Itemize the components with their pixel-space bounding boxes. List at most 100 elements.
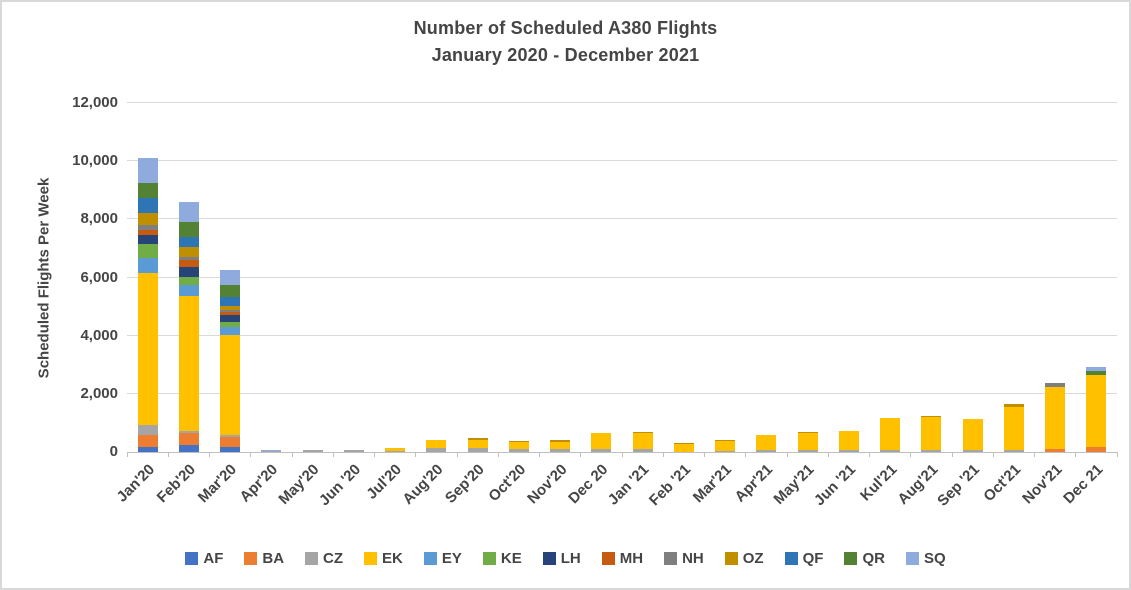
bar-segment-ek bbox=[797, 433, 818, 451]
bar-segment-mh bbox=[178, 260, 199, 268]
x-axis-tick bbox=[951, 452, 953, 457]
bar-segment-oz bbox=[715, 439, 736, 441]
y-tick-label: 2,000 bbox=[80, 384, 118, 402]
bar-segment-cz bbox=[962, 450, 983, 452]
bar-segment-ek bbox=[880, 417, 901, 451]
bar-segment-sq bbox=[261, 449, 282, 451]
bar-segment-nh bbox=[1045, 383, 1066, 387]
bar-segment-ek bbox=[715, 440, 736, 451]
bar-segment-ek bbox=[673, 444, 694, 452]
x-axis-tick bbox=[497, 452, 499, 457]
x-axis-tick bbox=[704, 452, 705, 457]
x-axis-tick bbox=[910, 452, 912, 457]
x-axis-tick bbox=[1075, 452, 1077, 457]
bar-segment-cz bbox=[880, 450, 901, 452]
bar-segment-af bbox=[178, 445, 199, 452]
x-tick-label: Sep '21 bbox=[933, 461, 983, 510]
bar-segment-ek bbox=[220, 335, 241, 436]
x-tick-label: Nov'21 bbox=[1018, 461, 1066, 508]
bar-segment-mh bbox=[220, 311, 241, 316]
x-axis-tick bbox=[374, 452, 375, 457]
bar-segment-ek bbox=[632, 433, 653, 450]
bar-stack-sep21 bbox=[962, 418, 983, 452]
x-axis-tick bbox=[291, 452, 293, 457]
gridline bbox=[127, 392, 1117, 394]
legend-item-af: AF bbox=[185, 550, 223, 567]
bar-segment-ba bbox=[137, 434, 158, 447]
legend-item-oz: OZ bbox=[724, 550, 764, 567]
bar-segment-ke bbox=[137, 244, 158, 258]
x-tick-label: Apr'20 bbox=[236, 461, 282, 506]
bar-stack-may21 bbox=[797, 431, 818, 452]
legend-swatch-icon bbox=[185, 552, 199, 565]
bar-segment-ek bbox=[1003, 406, 1024, 451]
bar-segment-af bbox=[137, 446, 158, 452]
bar-segment-ba bbox=[220, 437, 241, 448]
bar-segment-ek bbox=[467, 440, 488, 448]
x-axis-tick bbox=[167, 452, 169, 457]
bar-stack-jan21 bbox=[632, 431, 653, 452]
x-tick-label: May'21 bbox=[770, 461, 818, 508]
bar-segment-ek bbox=[962, 418, 983, 451]
legend-item-ey: EY bbox=[423, 550, 462, 567]
legend-item-sq: SQ bbox=[905, 550, 946, 567]
legend-item-ba: BA bbox=[244, 550, 284, 567]
bar-segment-ey bbox=[220, 326, 241, 336]
bar-stack-may20 bbox=[302, 449, 323, 452]
bar-segment-ek bbox=[550, 442, 571, 449]
chart-title: Number of Scheduled A380 Flights bbox=[413, 18, 718, 38]
bar-segment-cz bbox=[797, 450, 818, 452]
x-tick-label: Feb'20 bbox=[153, 461, 199, 507]
bar-segment-ek bbox=[1045, 386, 1066, 449]
x-axis-tick bbox=[580, 452, 582, 457]
bar-segment-cz bbox=[591, 449, 612, 452]
bar-stack-kul21 bbox=[880, 417, 901, 452]
x-tick-label: Mar'20 bbox=[194, 461, 241, 507]
bar-segment-nh bbox=[137, 225, 158, 231]
x-axis-tick bbox=[869, 452, 870, 457]
bar-segment-cz bbox=[220, 435, 241, 438]
x-tick-label: Oct'20 bbox=[484, 461, 529, 506]
bar-segment-cz bbox=[508, 448, 529, 452]
bar-segment-cz bbox=[302, 449, 323, 452]
x-tick-label: Dec 20 bbox=[565, 461, 612, 508]
x-tick-label: Aug'20 bbox=[399, 461, 447, 508]
bar-stack-feb20 bbox=[178, 201, 199, 452]
legend-swatch-icon bbox=[724, 552, 738, 565]
bar-stack-apr21 bbox=[756, 435, 777, 452]
x-axis-tick bbox=[456, 452, 458, 457]
x-tick-label: Feb '21 bbox=[645, 461, 694, 510]
legend-swatch-icon bbox=[844, 552, 858, 565]
bar-segment-sq bbox=[137, 157, 158, 183]
legend-label: QF bbox=[802, 550, 824, 567]
bar-stack-nov21 bbox=[1045, 383, 1066, 452]
legend-label: SQ bbox=[923, 550, 946, 567]
legend-item-lh: LH bbox=[542, 550, 581, 567]
bar-segment-ek bbox=[591, 432, 612, 450]
bar-stack-oct20 bbox=[508, 440, 529, 452]
bar-stack-aug20 bbox=[426, 440, 447, 452]
bar-segment-oz bbox=[137, 213, 158, 226]
bar-segment-ek bbox=[1086, 375, 1107, 448]
bar-segment-qr bbox=[1086, 370, 1107, 376]
x-tick-label: Oct'21 bbox=[979, 461, 1024, 506]
bar-stack-dec20 bbox=[591, 432, 612, 452]
bar-segment-cz bbox=[1003, 450, 1024, 452]
bar-segment-ba bbox=[1045, 448, 1066, 452]
x-axis-tick bbox=[827, 452, 829, 457]
gridline bbox=[127, 218, 1117, 220]
gridline bbox=[127, 102, 1117, 103]
bar-segment-lh bbox=[137, 235, 158, 245]
legend-label: EK bbox=[382, 550, 403, 567]
bar-segment-oz bbox=[673, 443, 694, 445]
bar-segment-cz bbox=[385, 450, 406, 452]
bar-segment-cz bbox=[426, 447, 447, 452]
bar-segment-sq bbox=[1086, 366, 1107, 371]
x-tick-label: Apr'21 bbox=[731, 461, 777, 506]
bar-segment-cz bbox=[467, 447, 488, 452]
bar-segment-cz bbox=[343, 450, 364, 452]
bar-segment-ey bbox=[137, 257, 158, 273]
bar-segment-qf bbox=[178, 237, 199, 247]
legend-swatch-icon bbox=[482, 552, 496, 565]
